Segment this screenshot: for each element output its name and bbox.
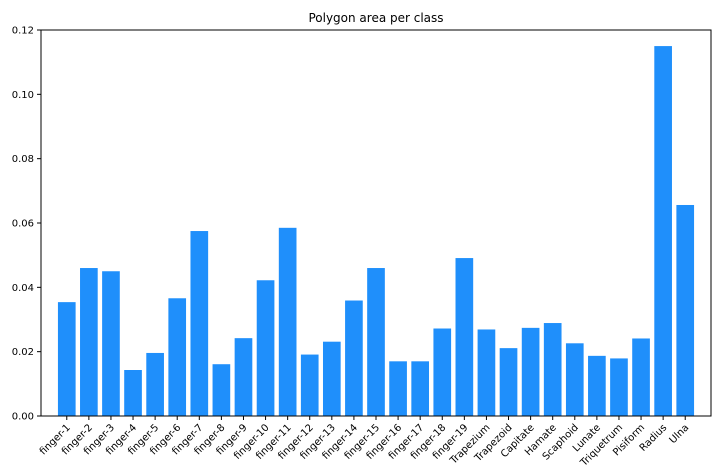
bar-hamate xyxy=(543,323,562,416)
bar-finger-11 xyxy=(278,227,297,416)
bar-finger-10 xyxy=(256,280,275,416)
y-axis: 0.00 0.02 0.04 0.06 0.08 0.10 0.12 xyxy=(12,26,41,423)
bar-scaphoid xyxy=(565,343,584,416)
bar-finger-13 xyxy=(322,341,341,416)
bar-finger-9 xyxy=(234,338,253,416)
bar-finger-1 xyxy=(57,302,76,416)
bar-finger-14 xyxy=(345,300,363,416)
y-tick-label: 0.06 xyxy=(12,219,34,230)
bar-finger-17 xyxy=(411,361,430,416)
bar-finger-6 xyxy=(168,298,187,416)
bar-ulna xyxy=(676,204,695,416)
bar-finger-16 xyxy=(389,361,407,416)
bar-finger-2 xyxy=(80,268,98,416)
bar-trapezoid xyxy=(499,348,518,416)
bar-finger-3 xyxy=(102,271,120,416)
y-tick-label: 0.12 xyxy=(12,26,34,37)
bar-finger-4 xyxy=(124,370,142,416)
bar-pisiform xyxy=(632,338,650,416)
y-tick-label: 0.08 xyxy=(12,154,34,165)
chart-title: Polygon area per class xyxy=(308,11,443,25)
bar-finger-5 xyxy=(146,352,164,416)
bar-finger-15 xyxy=(367,268,385,416)
y-tick-label: 0.10 xyxy=(12,90,34,101)
bar-triquetrum xyxy=(610,358,628,416)
bars-layer xyxy=(57,46,695,416)
bar-finger-7 xyxy=(190,231,209,416)
bar-trapezium xyxy=(477,329,496,416)
bar-finger-8 xyxy=(212,364,231,416)
bar-finger-19 xyxy=(455,258,474,416)
x-axis: finger-1finger-2finger-3finger-4finger-5… xyxy=(38,416,692,469)
plot-frame xyxy=(40,29,712,417)
y-tick-label: 0.04 xyxy=(12,283,34,294)
x-tick-label: Ulna xyxy=(668,422,692,446)
bar-capitate xyxy=(521,327,540,416)
y-tick-label: 0.02 xyxy=(12,347,34,358)
bar-finger-12 xyxy=(300,354,319,416)
y-tick-label: 0.00 xyxy=(12,412,34,423)
bar-radius xyxy=(654,46,672,416)
bar-lunate xyxy=(588,355,606,416)
bar-finger-18 xyxy=(433,328,452,416)
